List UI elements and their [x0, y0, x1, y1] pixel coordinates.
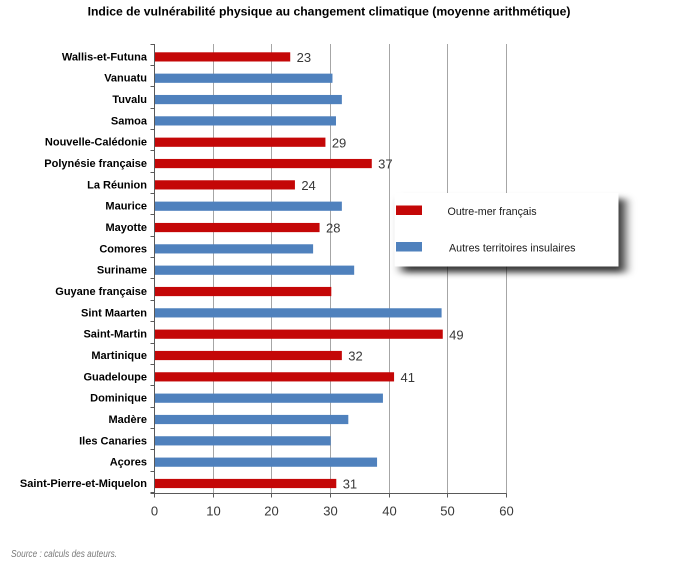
svg-text:Samoa: Samoa — [111, 115, 148, 127]
svg-text:Madère: Madère — [108, 414, 147, 426]
svg-text:Source : calculs des auteurs.: Source : calculs des auteurs. — [11, 549, 117, 560]
svg-text:40: 40 — [382, 504, 396, 519]
svg-text:10: 10 — [206, 504, 220, 519]
svg-text:Mayotte: Mayotte — [105, 222, 147, 234]
svg-text:Indice de vulnérabilité physiq: Indice de vulnérabilité physique au chan… — [88, 4, 571, 18]
svg-text:Tuvalu: Tuvalu — [112, 94, 147, 106]
svg-text:23: 23 — [297, 50, 311, 65]
svg-text:Wallis-et-Futuna: Wallis-et-Futuna — [62, 51, 148, 63]
svg-text:Martinique: Martinique — [91, 350, 147, 362]
svg-text:Nouvelle-Calédonie: Nouvelle-Calédonie — [45, 137, 147, 149]
svg-text:Maurice: Maurice — [105, 201, 147, 213]
svg-text:Autres territoires insulaires: Autres territoires insulaires — [449, 242, 576, 254]
svg-text:Guyane française: Guyane française — [55, 286, 147, 298]
svg-text:Guadeloupe: Guadeloupe — [83, 371, 147, 383]
svg-text:24: 24 — [301, 178, 315, 193]
svg-text:41: 41 — [400, 370, 414, 385]
svg-text:Açores: Açores — [110, 457, 147, 469]
svg-text:31: 31 — [343, 477, 357, 492]
svg-text:Outre-mer français: Outre-mer français — [448, 206, 537, 218]
svg-text:49: 49 — [449, 327, 463, 342]
svg-text:29: 29 — [332, 135, 346, 150]
svg-text:Polynésie française: Polynésie française — [44, 158, 147, 170]
svg-text:Saint-Martin: Saint-Martin — [83, 329, 147, 341]
svg-text:28: 28 — [326, 221, 340, 236]
svg-text:La Réunion: La Réunion — [87, 179, 147, 191]
svg-text:60: 60 — [499, 504, 513, 519]
svg-text:Sint Maarten: Sint Maarten — [81, 307, 147, 319]
svg-text:32: 32 — [348, 349, 362, 364]
svg-text:0: 0 — [151, 504, 158, 519]
svg-text:Vanuatu: Vanuatu — [104, 73, 147, 85]
svg-text:37: 37 — [378, 157, 392, 172]
svg-text:Iles Canaries: Iles Canaries — [79, 435, 147, 447]
svg-text:30: 30 — [323, 504, 337, 519]
svg-text:Dominique: Dominique — [90, 393, 147, 405]
svg-text:Saint-Pierre-et-Miquelon: Saint-Pierre-et-Miquelon — [20, 478, 147, 490]
svg-text:20: 20 — [264, 504, 278, 519]
svg-text:Comores: Comores — [99, 243, 147, 255]
svg-text:50: 50 — [440, 504, 454, 519]
svg-text:Suriname: Suriname — [97, 265, 147, 277]
